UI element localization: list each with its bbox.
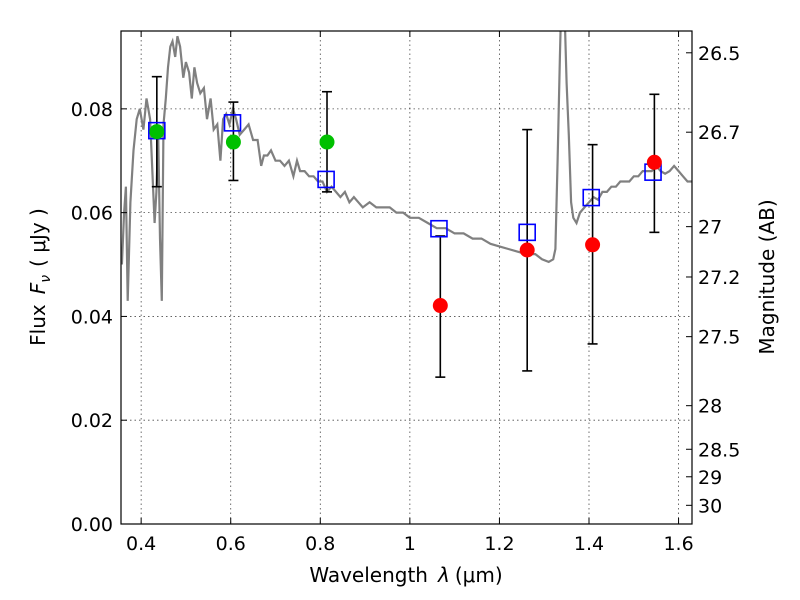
y2-tick-label: 28 xyxy=(698,396,722,418)
x-tick-label: 0.8 xyxy=(305,533,335,555)
x-tick-label: 1.2 xyxy=(484,533,514,555)
y-tick-label: 0.08 xyxy=(71,99,113,121)
y-tick-label: 0.04 xyxy=(71,306,113,328)
y-tick-label: 0.00 xyxy=(71,514,113,536)
sed-spectrum-line xyxy=(121,31,692,301)
y2-tick-label: 30 xyxy=(698,495,722,517)
y2-tick-label: 29 xyxy=(698,467,722,489)
optical-point xyxy=(149,124,165,140)
y2-tick-label: 27.5 xyxy=(698,327,740,349)
y2-tick-label: 26.5 xyxy=(698,43,740,65)
y2-tick-label: 27.2 xyxy=(698,267,740,289)
y-axis-label: FluxFν( μJy ) xyxy=(26,208,54,346)
x-tick-label: 1.4 xyxy=(574,533,604,555)
y2-tick-label: 26.7 xyxy=(698,122,740,144)
x-axis-label: Wavelength λ (μm) xyxy=(309,563,502,587)
y2-tick-label: 28.5 xyxy=(698,439,740,461)
optical-point xyxy=(319,134,335,150)
y2-axis-label: Magnitude (AB) xyxy=(755,199,779,354)
nir-point xyxy=(646,154,662,170)
model-square-marker xyxy=(582,188,601,207)
model-square-marker xyxy=(223,114,242,132)
x-tick-label: 0.4 xyxy=(126,533,156,555)
optical-point xyxy=(225,134,241,150)
plot-frame xyxy=(120,30,693,525)
x-tick-label: 1.6 xyxy=(663,533,693,555)
nir-point xyxy=(519,242,535,258)
model-square-marker xyxy=(317,170,335,189)
y-tick-label: 0.02 xyxy=(71,410,113,432)
plot-layer xyxy=(121,31,692,378)
y-tick-label: 0.06 xyxy=(71,203,113,225)
tick-layer: 0.4 0.6 0.8 1 1.2 1.4 1.6 0.00 0.02 0.04 0.06 0.08 2… xyxy=(71,31,740,555)
model-square-marker xyxy=(430,219,448,238)
grid-layer xyxy=(121,31,692,525)
x-tick-label: 0.6 xyxy=(216,533,246,555)
model-square-marker xyxy=(518,223,536,242)
nir-point xyxy=(585,237,601,253)
y2-tick-label: 27 xyxy=(698,217,722,239)
x-tick-label: 1 xyxy=(404,533,416,555)
nir-point xyxy=(432,298,448,314)
